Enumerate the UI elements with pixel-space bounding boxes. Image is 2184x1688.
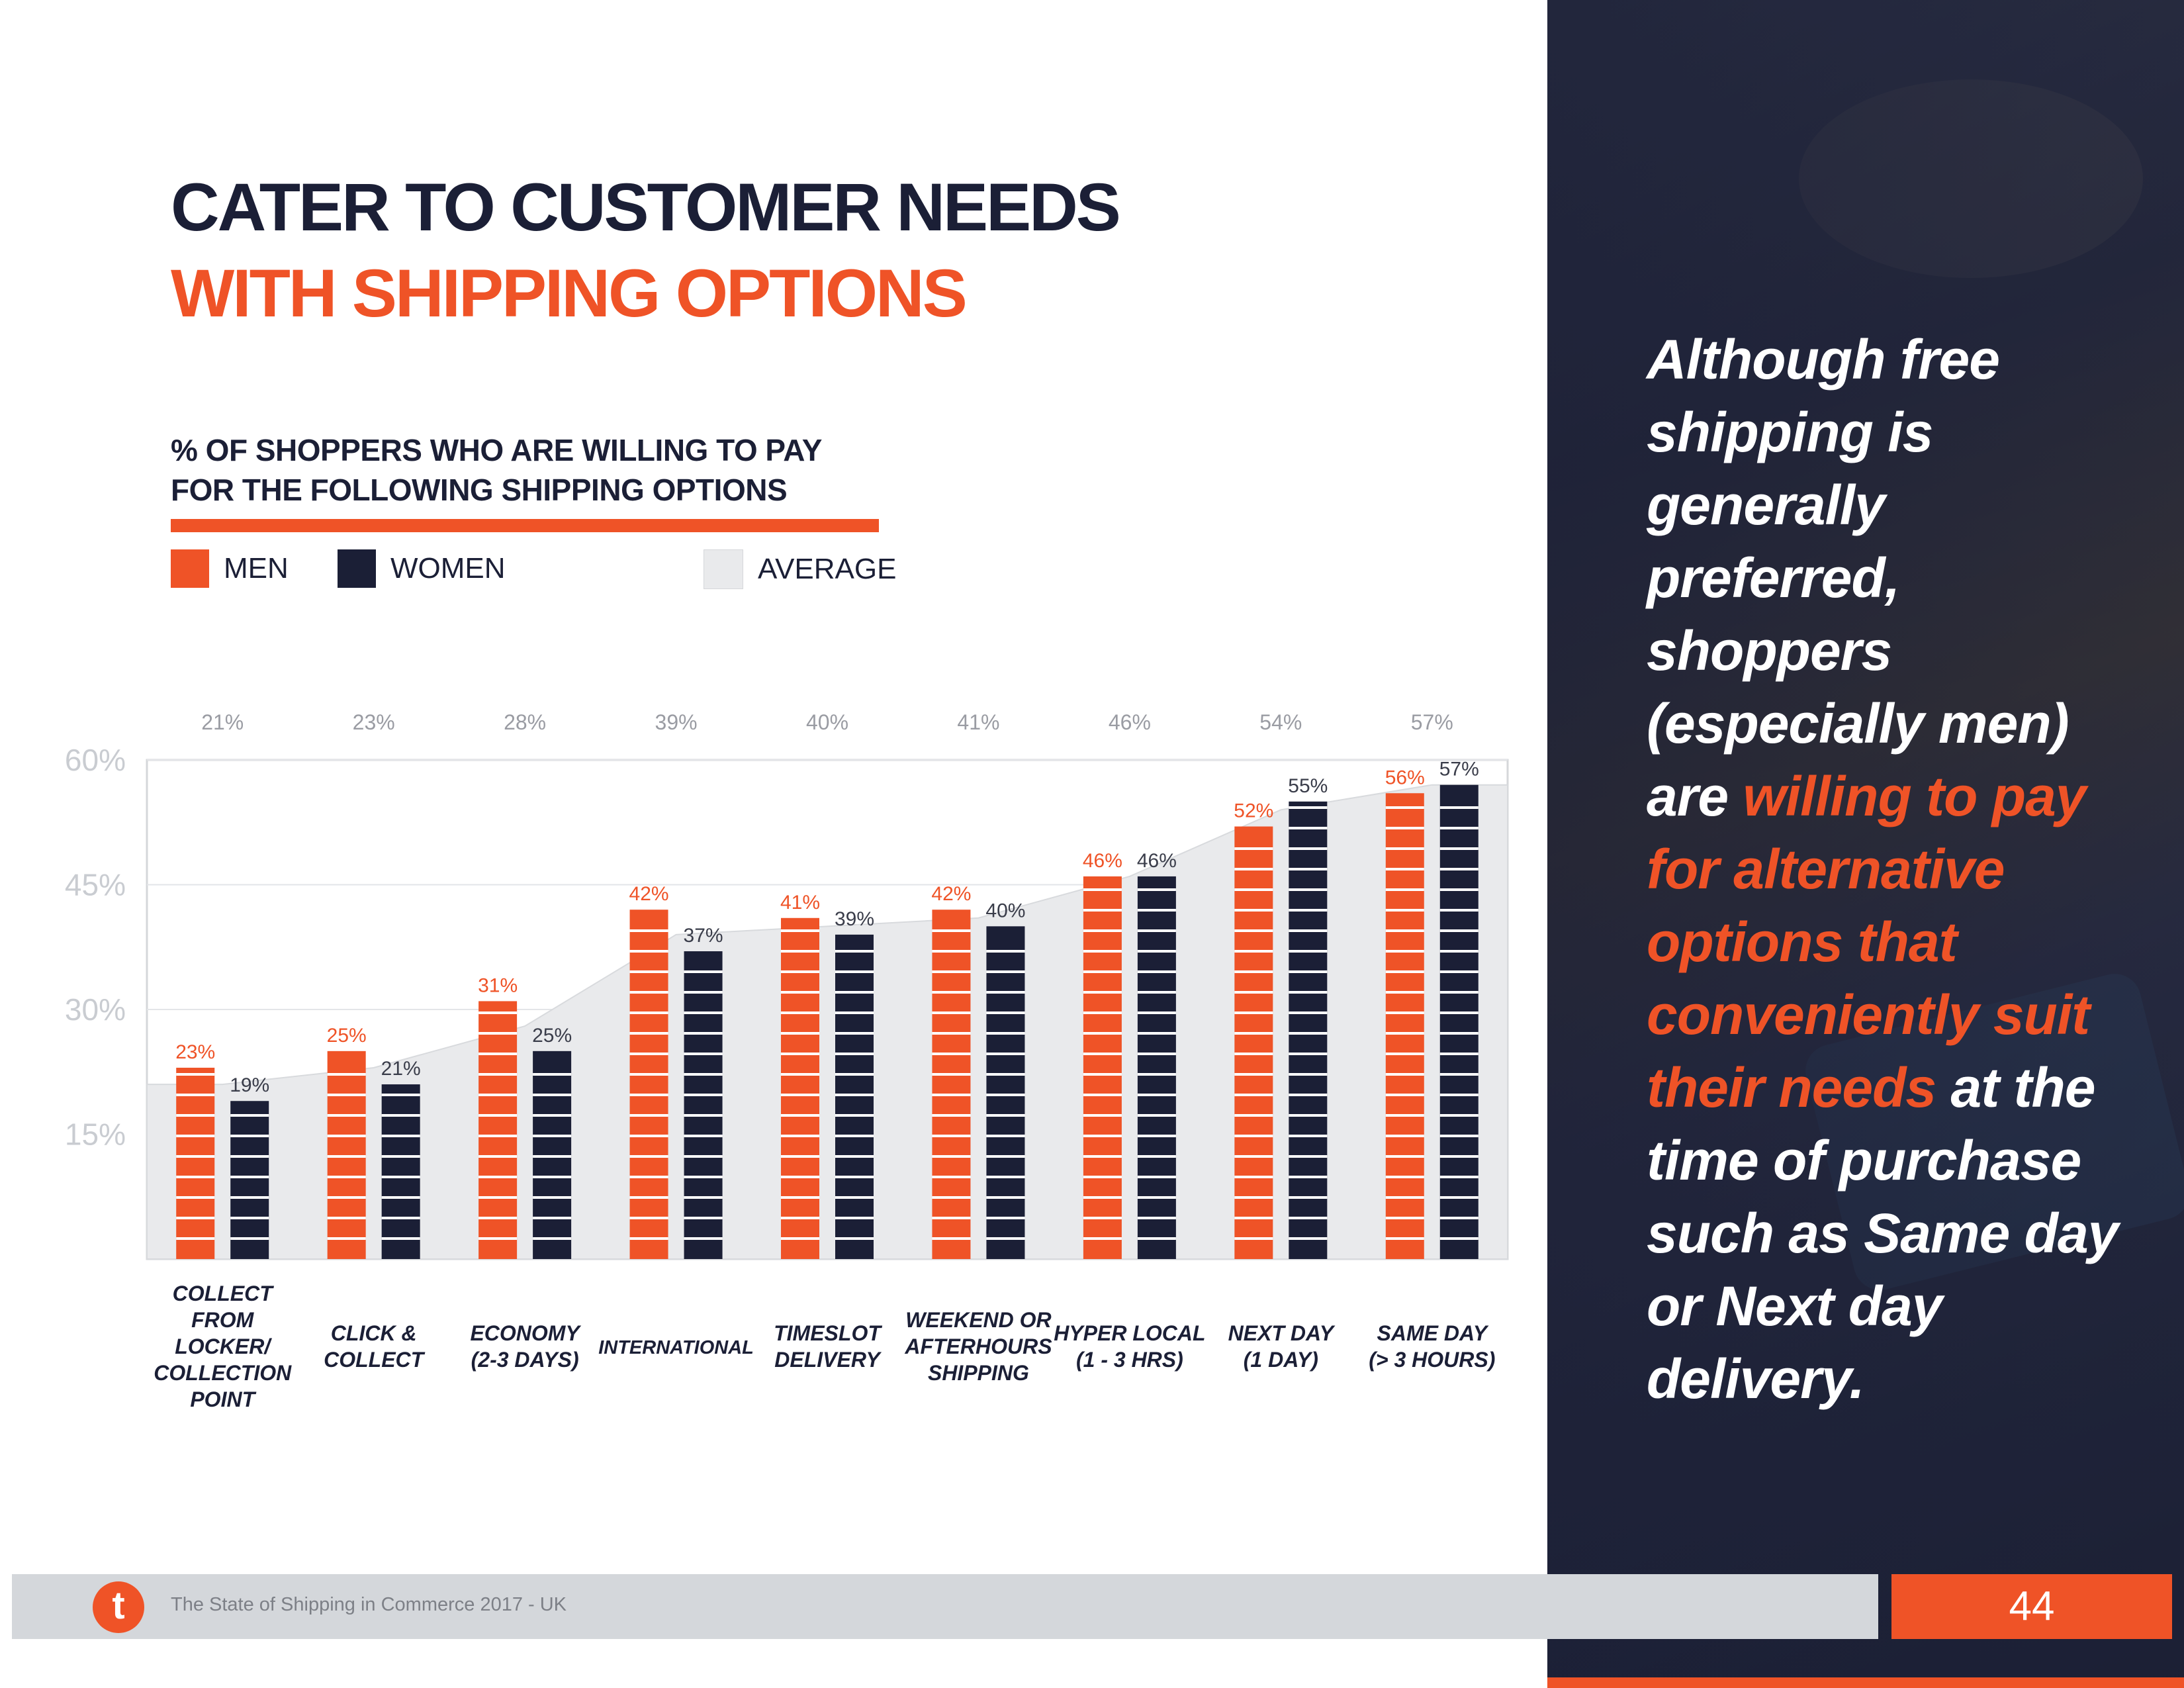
shipping-options-chart: 60% 45% 30% 15% 21% 23% 28% 39% 40% 41% 46% 54% 57% 2… [65, 710, 1509, 1411]
bar-women [230, 1101, 269, 1259]
legend-average-label: AVERAGE [758, 553, 897, 585]
bar-men [327, 1051, 366, 1259]
x-category-label: (2-3 DAYS) [471, 1348, 579, 1372]
subtitle-underline [171, 519, 879, 532]
legend-average-swatch [704, 549, 743, 589]
bar-women-value-label: 39% [835, 908, 874, 930]
average-value-label: 23% [353, 710, 395, 734]
x-category-label: ECONOMY [470, 1321, 581, 1345]
panel-overlay [1547, 0, 2184, 1688]
bar-women-value-label: 21% [381, 1058, 421, 1080]
y-tick-label: 15% [65, 1117, 126, 1152]
x-category-label: TIMESLOT [774, 1321, 882, 1345]
bar-women [1137, 876, 1176, 1259]
x-category-label: COLLECTION [154, 1361, 292, 1385]
legend-average: AVERAGE [704, 549, 896, 589]
x-category-label: HYPER LOCAL [1054, 1321, 1205, 1345]
bar-women [986, 926, 1025, 1259]
bar-men [1234, 826, 1273, 1259]
bar-men [176, 1067, 215, 1259]
x-category-label: (1 DAY) [1244, 1348, 1318, 1372]
bar-men [478, 1001, 518, 1259]
x-category-label: DELIVERY [774, 1348, 882, 1372]
x-category-label: FROM [191, 1308, 255, 1332]
x-category-label: COLLECT [324, 1348, 426, 1372]
bar-men-value-label: 25% [327, 1025, 367, 1047]
page-title-line-2: WITH SHIPPING OPTIONS [171, 256, 968, 331]
page-number: 44 [1891, 1574, 2172, 1639]
pull-quote: Although free shipping is generally pref… [1647, 323, 2150, 1415]
x-category-label: LOCKER/ [175, 1335, 272, 1358]
average-value-label: 46% [1109, 710, 1151, 734]
page-title-line-1: CATER TO CUSTOMER NEEDS [171, 169, 1121, 245]
x-category-label: (1 - 3 HRS) [1076, 1348, 1183, 1372]
footer-bar [12, 1574, 1878, 1639]
bar-men [1385, 793, 1424, 1259]
legend-men-swatch [171, 549, 209, 588]
bar-women-value-label: 46% [1137, 850, 1177, 872]
legend-women: WOMEN [338, 549, 506, 588]
average-value-label: 39% [655, 710, 698, 734]
x-category-label: NEXT DAY [1228, 1321, 1336, 1345]
bar-men-value-label: 46% [1083, 850, 1122, 872]
bar-men [629, 910, 668, 1259]
bar-women-value-label: 55% [1288, 775, 1328, 797]
y-tick-label: 45% [65, 868, 126, 902]
average-value-label: 40% [806, 710, 848, 734]
x-category-label: POINT [190, 1387, 256, 1411]
x-category-label: SHIPPING [928, 1361, 1029, 1385]
bar-women [1289, 801, 1328, 1259]
average-value-label: 41% [957, 710, 999, 734]
average-value-label: 57% [1411, 710, 1453, 734]
legend-women-label: WOMEN [390, 552, 506, 585]
bar-men-value-label: 52% [1234, 800, 1273, 822]
x-category-label: INTERNATIONAL [598, 1337, 754, 1358]
legend-men-label: MEN [224, 552, 289, 585]
pull-quote-text-end: at the time of purchase such as Same day… [1647, 1056, 2118, 1410]
chart-subtitle: % OF SHOPPERS WHO ARE WILLING TO PAY FOR… [171, 430, 886, 510]
panel-bottom-accent [1547, 1677, 2184, 1688]
bar-men [1083, 876, 1122, 1259]
bar-women [684, 951, 723, 1259]
x-category-label: COLLECT [173, 1282, 275, 1305]
bar-women [1439, 784, 1479, 1259]
bar-women-value-label: 40% [985, 900, 1025, 921]
average-value-label: 54% [1259, 710, 1302, 734]
bar-men [781, 917, 819, 1259]
legend-women-swatch [338, 549, 376, 588]
brand-logo-icon: t [93, 1581, 144, 1633]
y-tick-label: 30% [65, 992, 126, 1027]
bar-women-value-label: 19% [230, 1074, 269, 1096]
x-category-label: AFTERHOURS [904, 1335, 1052, 1358]
side-panel [1547, 0, 2184, 1688]
footer-title: The State of Shipping in Commerce 2017 -… [171, 1594, 567, 1615]
chart-subtitle-line-2: FOR THE FOLLOWING SHIPPING OPTIONS [171, 473, 788, 507]
bar-men-value-label: 42% [629, 883, 669, 905]
bar-men-value-label: 23% [175, 1041, 215, 1063]
average-value-label: 21% [201, 710, 244, 734]
y-tick-label: 60% [65, 743, 126, 777]
legend-men: MEN [171, 549, 289, 588]
bar-men-value-label: 31% [478, 974, 518, 996]
bar-men-value-label: 56% [1385, 767, 1425, 788]
bar-women [835, 934, 874, 1259]
bar-men [932, 910, 971, 1259]
pull-quote-text: Although free shipping is generally pref… [1647, 328, 2070, 827]
x-category-label: (> 3 HOURS) [1369, 1348, 1495, 1372]
x-category-label: SAME DAY [1377, 1321, 1489, 1345]
bar-women-value-label: 37% [684, 925, 723, 947]
x-category-label: CLICK & [331, 1321, 417, 1345]
bar-women-value-label: 25% [532, 1025, 572, 1047]
pull-quote-highlight: willing to pay for alternative options t… [1647, 765, 2090, 1119]
bar-women [533, 1051, 572, 1259]
chart-subtitle-line-1: % OF SHOPPERS WHO ARE WILLING TO PAY [171, 433, 822, 467]
bar-women-value-label: 57% [1439, 759, 1479, 780]
average-value-label: 28% [504, 710, 546, 734]
bar-men-value-label: 41% [780, 892, 820, 914]
bar-men-value-label: 42% [931, 883, 971, 905]
bar-women [381, 1084, 420, 1259]
x-category-label: WEEKEND OR [905, 1308, 1051, 1332]
